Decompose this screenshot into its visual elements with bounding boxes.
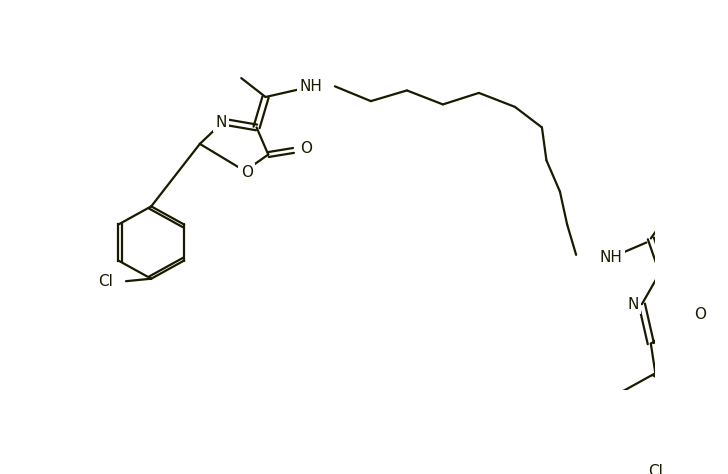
Text: NH: NH bbox=[600, 250, 622, 265]
Text: O: O bbox=[727, 263, 728, 278]
Text: N: N bbox=[627, 297, 638, 312]
Text: Cl: Cl bbox=[98, 273, 114, 289]
Text: NH: NH bbox=[299, 79, 322, 94]
Text: O: O bbox=[695, 307, 706, 322]
Text: Cl: Cl bbox=[648, 464, 662, 474]
Text: O: O bbox=[300, 141, 312, 156]
Text: N: N bbox=[215, 115, 227, 130]
Text: O: O bbox=[241, 165, 253, 180]
